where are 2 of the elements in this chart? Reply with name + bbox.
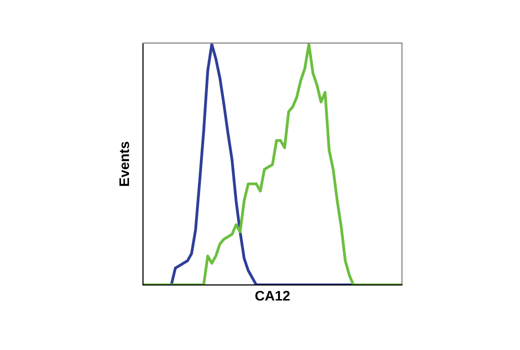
x-axis-title: CA12: [255, 290, 290, 301]
y-axis-title: Events: [119, 142, 130, 186]
